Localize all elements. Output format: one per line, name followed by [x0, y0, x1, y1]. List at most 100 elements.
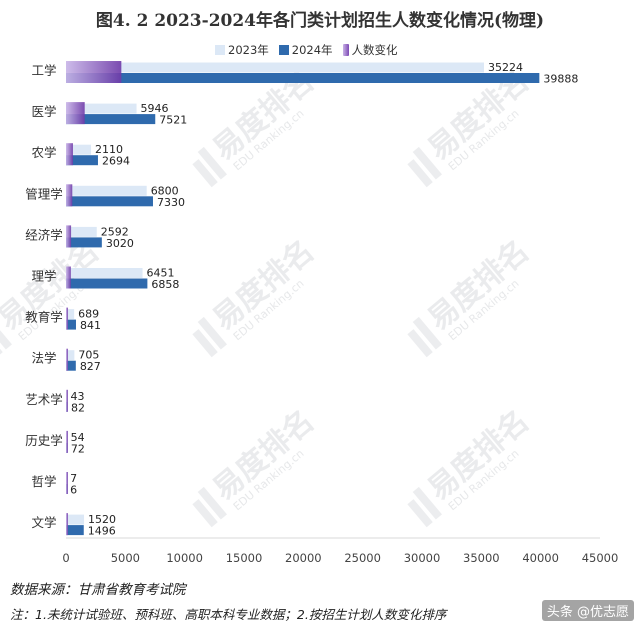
- footnote: 注：1.未统计试验班、预科班、高职本科专业数据；2.按招生计划人数变化排序: [10, 607, 447, 622]
- bar-2024: [66, 278, 148, 289]
- value-label-2024: 3020: [106, 237, 134, 250]
- value-label-2023: 35224: [488, 61, 523, 74]
- category-label: 历史学: [25, 433, 63, 448]
- bar-2023: [66, 350, 75, 361]
- category-label: 理学: [31, 269, 56, 284]
- bar-change: [66, 143, 73, 166]
- category-label: 经济学: [25, 227, 63, 242]
- category-label: 教育学: [25, 310, 63, 325]
- value-label-2023: 689: [78, 308, 99, 321]
- bar-2023: [66, 268, 143, 278]
- bar-change: [66, 61, 122, 83]
- category-label: 管理学: [25, 186, 63, 201]
- watermark-logo-bar: [192, 499, 218, 528]
- watermark-logo-bar: [407, 159, 433, 188]
- bar-2024: [66, 237, 102, 248]
- value-label-2023: 2592: [101, 225, 129, 238]
- legend-item-2023: 2023年: [215, 42, 269, 58]
- value-label-2024: 1496: [88, 525, 116, 538]
- value-label-2024: 2694: [102, 155, 130, 168]
- value-label-2023: 6800: [151, 184, 179, 197]
- x-tick-label: 15000: [226, 551, 263, 565]
- bar-2024: [66, 196, 153, 207]
- value-label-2024: 6858: [151, 278, 179, 291]
- bar-2023: [66, 62, 484, 73]
- legend-swatch-2023: [215, 45, 225, 55]
- category-label: 艺术学: [25, 392, 63, 407]
- bar-change: [66, 184, 73, 207]
- watermark-logo-bar: [407, 329, 433, 358]
- bar-2024: [66, 73, 540, 83]
- x-axis: 0 5000 10000 15000 20000 25000 30000 35000 40000…: [62, 537, 619, 565]
- watermark-logo-bar: [407, 499, 433, 528]
- value-label-2024: 827: [80, 360, 101, 373]
- bar-change: [66, 102, 85, 125]
- x-tick-label: 20000: [285, 551, 322, 565]
- credit-badge: 头条 @优志愿: [541, 600, 634, 621]
- value-label-2023: 1520: [88, 513, 116, 526]
- legend-label-2024: 2024年: [291, 43, 333, 57]
- value-label-2024: 841: [80, 319, 101, 332]
- chart-legend: 2023年 2024年 人数变化: [215, 42, 408, 58]
- bar-change: [66, 513, 68, 536]
- bar-2023: [66, 103, 137, 114]
- bar-change: [66, 307, 68, 330]
- value-label-2023: 7: [70, 472, 77, 485]
- value-label-2024: 82: [71, 401, 85, 414]
- value-label-2024: 6: [70, 484, 77, 497]
- category-label: 工学: [31, 63, 56, 78]
- legend-item-2024: 2024年: [278, 42, 333, 58]
- value-label-2024: 72: [71, 442, 85, 455]
- watermark-logo-bar: [192, 159, 218, 188]
- x-tick-label: 25000: [344, 551, 381, 565]
- x-tick-label: 35000: [463, 551, 500, 565]
- data-source: 数据来源：甘肃省教育考试院: [10, 582, 186, 598]
- bar-2024: [66, 360, 76, 371]
- bar-2023: [66, 144, 92, 155]
- legend-swatch-2024: [278, 45, 289, 55]
- bar-2024: [66, 319, 76, 330]
- value-label-2023: 6451: [147, 267, 175, 280]
- category-label: 文学: [31, 515, 56, 530]
- legend-label-change: 人数变化: [351, 43, 398, 57]
- bar-change: [66, 225, 72, 248]
- bar-2023: [66, 514, 85, 525]
- category-label: 农学: [31, 145, 56, 160]
- value-label-2023: 54: [71, 431, 85, 444]
- bar-2024: [66, 525, 84, 536]
- bar-change: [66, 389, 68, 412]
- watermark-logo-bar: [412, 146, 442, 180]
- legend-item-change: 人数变化: [342, 42, 398, 58]
- watermark-logo-bar: [197, 146, 227, 180]
- x-tick-label: 30000: [404, 551, 441, 565]
- bar-2024: [66, 155, 98, 166]
- value-label-2024: 7330: [157, 196, 185, 209]
- bar-2023: [66, 185, 147, 196]
- x-tick-label: 5000: [111, 551, 140, 565]
- chart-title: 图4. 2 2023-2024年各门类计划招生人数变化情况(物理): [95, 11, 545, 31]
- bar-change: [66, 266, 71, 289]
- bar-2024: [66, 114, 156, 125]
- category-label: 法学: [31, 351, 56, 366]
- bar-change: [66, 348, 68, 371]
- value-label-2023: 43: [71, 390, 85, 403]
- bar-2023: [66, 226, 97, 237]
- value-label-2023: 2110: [95, 143, 123, 156]
- x-tick-label: 45000: [582, 551, 619, 565]
- value-label-2024: 39888: [543, 73, 578, 86]
- legend-swatch-change: [342, 44, 349, 56]
- watermark-logo-bar: [412, 316, 442, 350]
- x-tick-label: 40000: [522, 551, 559, 565]
- legend-label-2023: 2023年: [228, 43, 269, 57]
- watermark-logo-bar: [197, 316, 227, 350]
- value-label-2023: 5946: [141, 102, 169, 115]
- x-tick-label: 0: [62, 551, 69, 565]
- bar-change: [66, 472, 68, 494]
